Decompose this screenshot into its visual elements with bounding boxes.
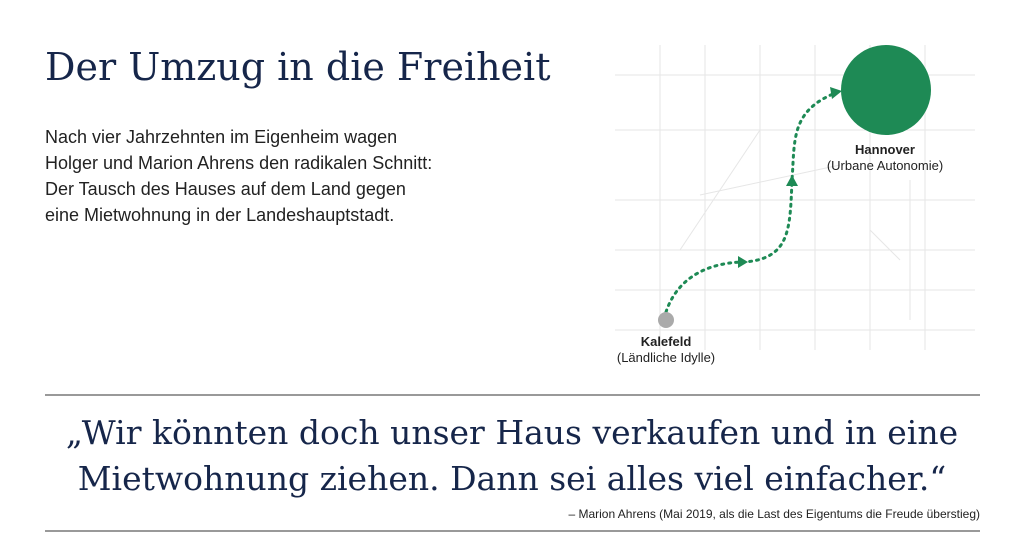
quote-line: „Wir könnten doch unser Haus verkaufen u… [66, 413, 958, 452]
origin-marker [658, 312, 674, 328]
origin-label: Kalefeld [641, 334, 692, 349]
map-grid [615, 45, 975, 350]
destination-label: Hannover [855, 142, 915, 157]
title: Der Umzug in die Freiheit [45, 45, 550, 89]
destination-marker [841, 45, 931, 135]
origin-sublabel: (Ländliche Idylle) [617, 350, 715, 365]
arrow [830, 87, 842, 99]
arrow [738, 256, 748, 268]
quote-line: Mietwohnung ziehen. Dann sei alles viel … [78, 459, 947, 498]
intro-line: Nach vier Jahrzehnten im Eigenheim wagen [45, 127, 397, 147]
intro-line: Holger und Marion Ahrens den radikalen S… [45, 153, 432, 173]
arrow [786, 175, 798, 186]
attribution: – Marion Ahrens (Mai 2019, als die Last … [568, 507, 980, 521]
intro-line: Der Tausch des Hauses auf dem Land gegen [45, 179, 406, 199]
intro: Nach vier Jahrzehnten im Eigenheim wagen… [45, 127, 432, 225]
route [664, 90, 840, 314]
destination-sublabel: (Urbane Autonomie) [827, 158, 943, 173]
intro-line: eine Mietwohnung in der Landeshauptstadt… [45, 205, 394, 225]
